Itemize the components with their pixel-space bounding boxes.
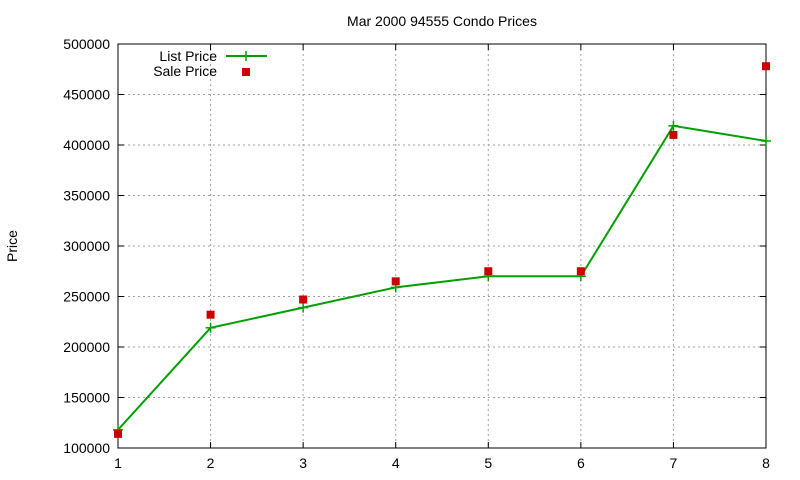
sale-price-point [576,267,585,276]
y-tick-label: 250000 [63,289,110,305]
sale-price-point [762,62,770,71]
y-tick-label: 450000 [63,87,110,103]
x-tick-label: 1 [114,455,122,471]
sale-price-point [484,267,493,276]
y-tick-label: 200000 [63,339,110,355]
list-price-point [205,322,216,333]
x-tick-label: 4 [392,455,400,471]
legend-marker-sale-price [242,68,250,76]
y-tick-label: 400000 [63,137,110,153]
grid-lines [118,44,766,448]
legend-label-sale-price: Sale Price [153,63,217,79]
sale-price-point [669,130,678,139]
chart-title: Mar 2000 94555 Condo Prices [347,13,537,29]
list-price-point [668,120,679,131]
y-axis-label: Price [4,230,20,262]
y-tick-label: 350000 [63,188,110,204]
sale-price-point [299,295,308,304]
x-tick-label: 7 [670,455,678,471]
series-layer [113,62,771,438]
sale-price-point [206,310,215,319]
legend-marker-list-price [241,51,251,61]
sale-price-point [391,277,400,286]
x-tick-label: 2 [207,455,215,471]
y-tick-label: 100000 [63,440,110,456]
list-price-point [298,302,309,313]
legend: List Price Sale Price [153,48,267,79]
sale-price-point [114,429,122,438]
legend-label-list-price: List Price [159,48,217,64]
y-tick-label: 500000 [63,36,110,52]
series-line-list-price [117,124,767,431]
x-tick-label: 8 [762,455,770,471]
x-tick-label: 5 [484,455,492,471]
axis-ticks: 1 2 3 4 5 6 7 8 100000 150000 200000 250000 300000 35… [63,36,770,471]
x-tick-label: 3 [299,455,307,471]
x-tick-label: 6 [577,455,585,471]
y-tick-label: 300000 [63,238,110,254]
y-tick-label: 150000 [63,390,110,406]
list-price-point [761,135,771,146]
